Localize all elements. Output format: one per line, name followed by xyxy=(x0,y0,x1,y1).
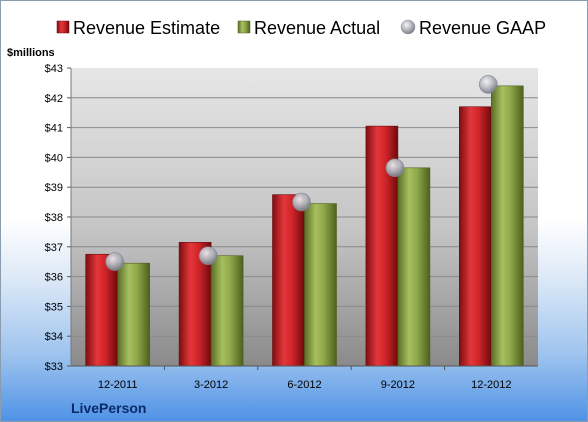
legend-swatch-revenue-estimate xyxy=(56,20,70,34)
y-unit-label: $millions xyxy=(7,47,55,59)
legend: Revenue Estimate Revenue Actual Revenue … xyxy=(56,18,546,38)
legend-label-revenue-actual: Revenue Actual xyxy=(254,18,380,38)
y-tick-label: $33 xyxy=(45,361,63,373)
legend-item-revenue-actual: Revenue Actual xyxy=(237,18,380,38)
x-axis-ticks: 12-2011 3-2012 6-2012 9-2012 12-2012 xyxy=(98,366,511,391)
marker-revenue-gaap xyxy=(105,252,124,272)
legend-item-revenue-estimate: Revenue Estimate xyxy=(56,18,220,38)
y-tick-label: $43 xyxy=(45,63,63,75)
gaap-markers xyxy=(105,75,498,272)
bar-revenue-actual xyxy=(304,203,337,367)
bar-revenue-actual xyxy=(397,167,431,367)
legend-swatch-revenue-actual xyxy=(237,20,251,34)
marker-revenue-gaap xyxy=(478,75,498,94)
company-name: LivePerson xyxy=(71,400,146,416)
bar-revenue-estimate xyxy=(272,194,305,367)
marker-revenue-gaap xyxy=(385,158,405,178)
legend-item-revenue-gaap: Revenue GAAP xyxy=(400,18,546,38)
bar-revenue-actual xyxy=(117,262,150,367)
y-tick-label: $41 xyxy=(45,123,63,135)
x-tick-label: 12-2012 xyxy=(471,379,511,391)
bars xyxy=(85,85,524,367)
bar-revenue-estimate xyxy=(85,253,118,367)
x-tick-label: 12-2011 xyxy=(98,379,138,391)
x-tick-label: 9-2012 xyxy=(381,379,415,391)
y-tick-label: $38 xyxy=(45,212,63,224)
marker-revenue-gaap xyxy=(198,246,218,266)
marker-revenue-gaap xyxy=(292,192,311,212)
y-tick-label: $42 xyxy=(45,93,63,105)
bar-revenue-actual xyxy=(210,255,244,367)
y-tick-label: $40 xyxy=(45,152,63,164)
x-tick-label: 6-2012 xyxy=(287,379,321,391)
legend-label-revenue-gaap: Revenue GAAP xyxy=(419,18,546,38)
bar-revenue-estimate xyxy=(458,106,492,367)
y-tick-label: $34 xyxy=(45,331,63,343)
y-axis-ticks: $33 $34 $35 $36 $37 $38 $39 $40 $41 $42 $43 xyxy=(45,63,71,373)
x-tick-label: 3-2012 xyxy=(194,379,228,391)
y-tick-label: $39 xyxy=(45,182,63,194)
y-tick-label: $35 xyxy=(45,301,63,313)
legend-label-revenue-estimate: Revenue Estimate xyxy=(73,18,220,38)
legend-swatch-revenue-gaap xyxy=(400,19,416,35)
y-tick-label: $36 xyxy=(45,272,63,284)
bar-revenue-actual xyxy=(490,85,524,367)
y-tick-label: $37 xyxy=(45,242,63,254)
